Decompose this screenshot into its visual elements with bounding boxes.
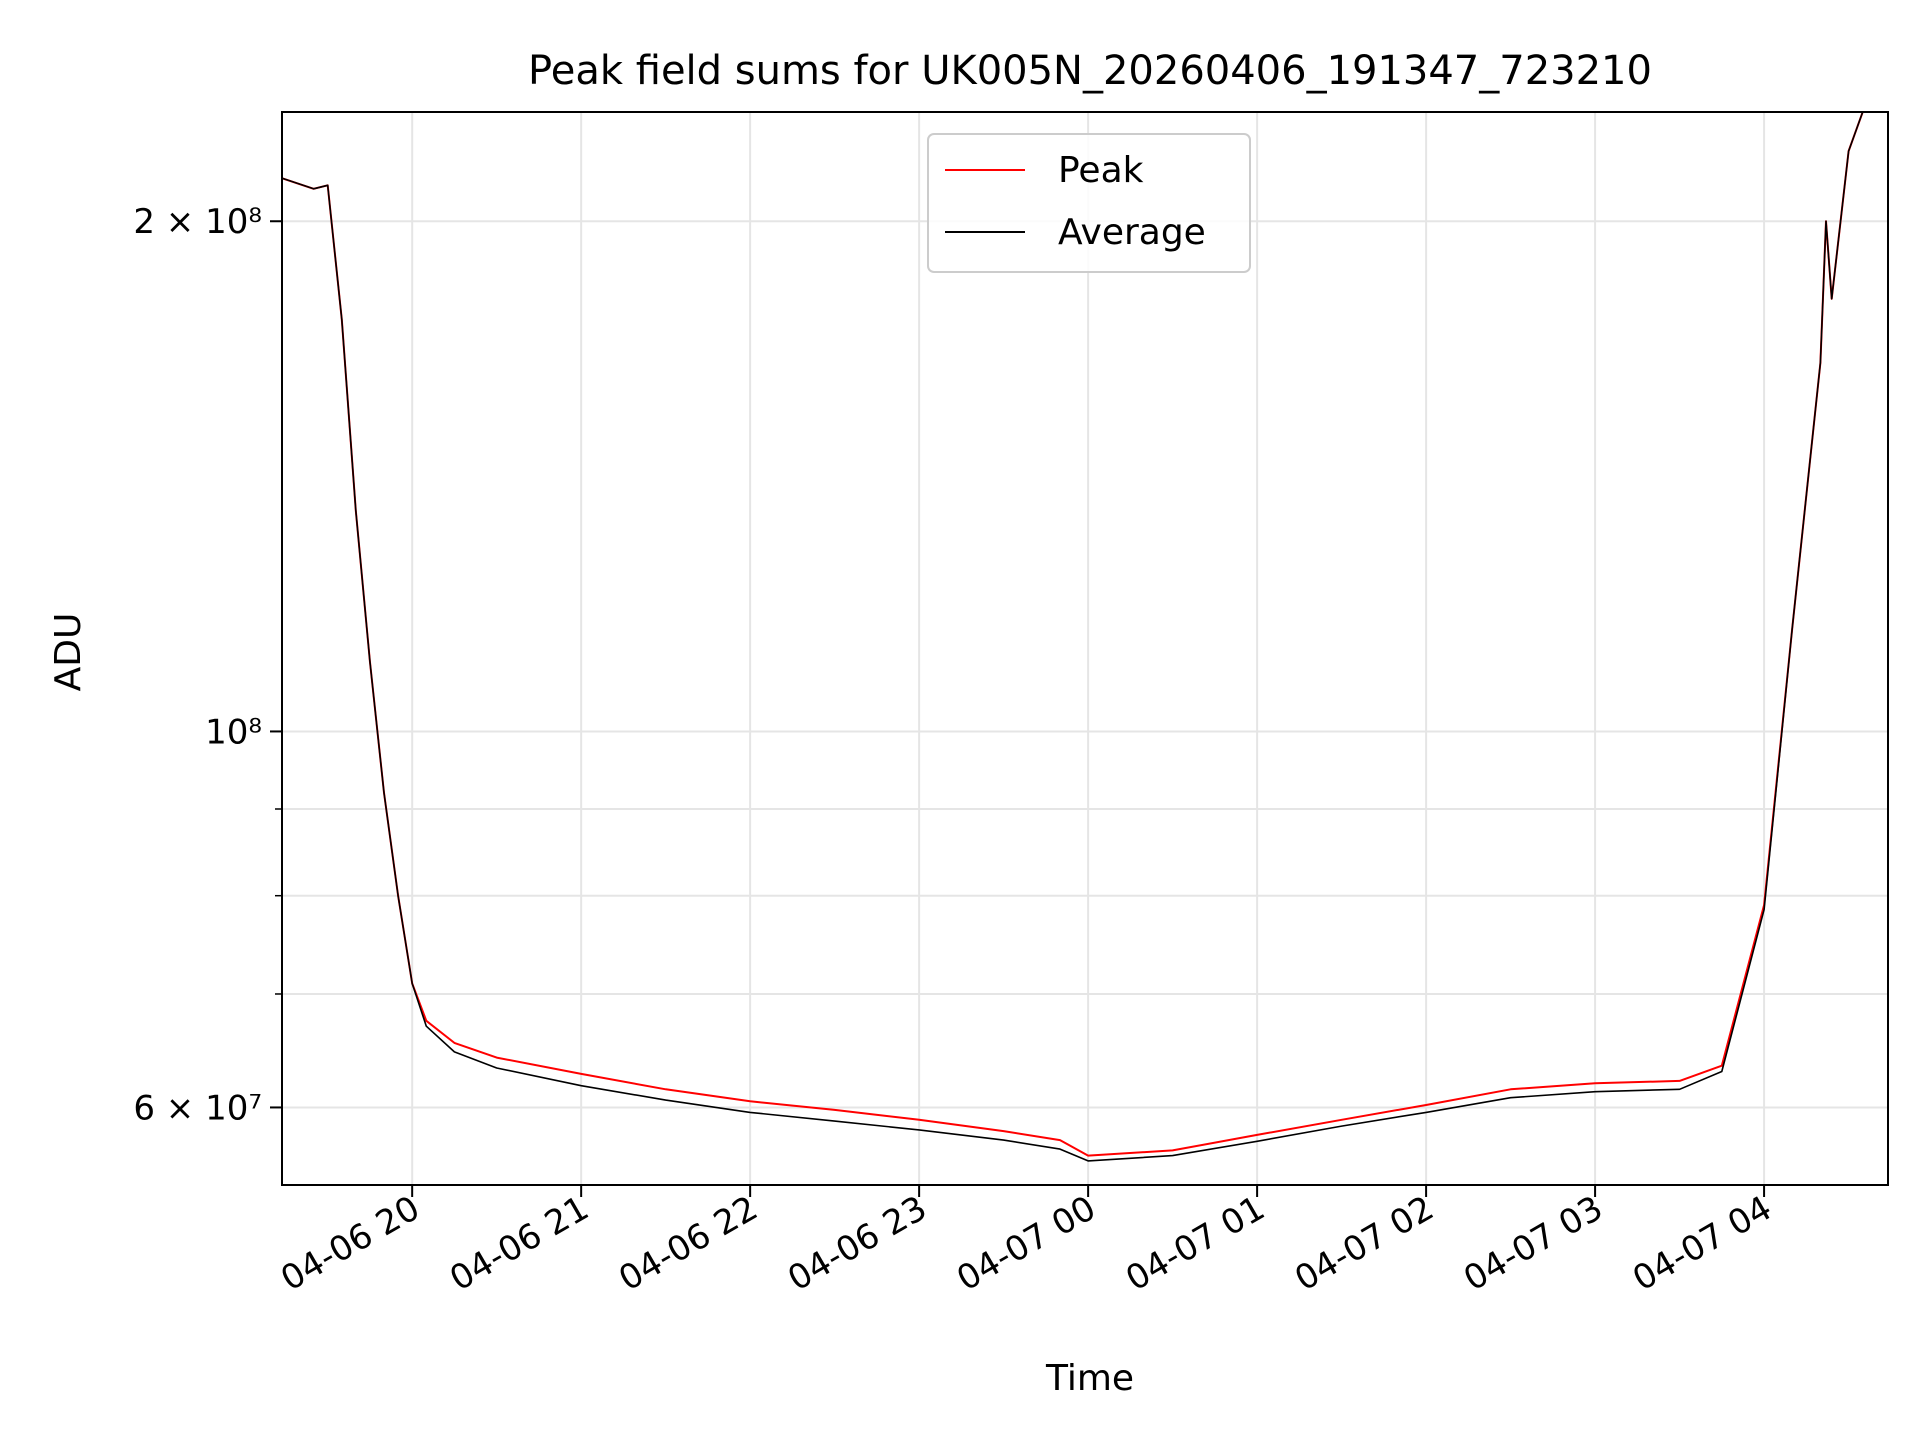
plot-area: [282, 112, 1864, 1162]
chart-title: Peak field sums for UK005N_20260406_1913…: [528, 48, 1652, 94]
y-tick-label: 10⁸: [205, 712, 262, 752]
legend-label-average: Average: [1058, 212, 1206, 253]
legend-box: [927, 133, 1251, 273]
axes-frame: [281, 111, 1889, 1186]
y-tick-label: 6 × 10⁷: [133, 1088, 262, 1128]
series-line-average: [282, 112, 1864, 1162]
y-axis-label: ADU: [48, 613, 89, 692]
y-axis: 6 × 10⁷ 10⁸ 2 × 10⁸: [133, 202, 282, 1128]
x-axis-label: Time: [1045, 1358, 1134, 1399]
legend: Peak Average: [927, 133, 1251, 273]
legend-label-peak: Peak: [1058, 150, 1144, 191]
y-tick-label: 2 × 10⁸: [133, 202, 262, 242]
